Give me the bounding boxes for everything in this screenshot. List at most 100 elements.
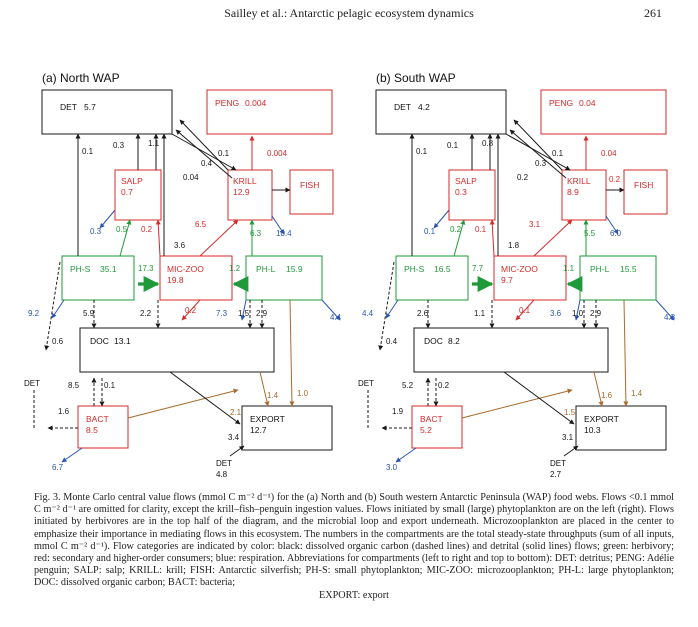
- flow-bact-export: 2.1: [127, 388, 242, 419]
- flow-doc-export-a: 1.6: [593, 371, 613, 407]
- flow-value: 3.6: [174, 241, 186, 250]
- flow-value: 0.1: [218, 149, 230, 158]
- flow-value: 4.4: [362, 309, 374, 318]
- caption-text: Fig. 3. Monte Carlo central value flows …: [34, 492, 674, 589]
- compartment-name: MIC-ZOO: [501, 264, 538, 274]
- compartment-peng: PENG 0.04: [540, 89, 667, 135]
- flow-value: 2.2: [140, 309, 152, 318]
- figure-caption: Fig. 3. Monte Carlo central value flows …: [34, 492, 674, 602]
- compartment-phl: PH-L 15.9: [245, 255, 323, 301]
- flow-value: 0.1: [416, 147, 428, 156]
- flow-value: 6.7: [52, 463, 64, 472]
- compartment-throughput: 13.1: [114, 336, 131, 346]
- flow-krill-fish: 0.2: [606, 175, 625, 193]
- flow-det-doc: 0.6: [44, 261, 64, 351]
- compartment-throughput: 5.7: [84, 102, 96, 112]
- flow-value: 0.8: [482, 139, 494, 148]
- flow-value: 6.3: [250, 229, 262, 238]
- flow-value: 0.1: [424, 227, 436, 236]
- flow-value: 1.4: [267, 391, 279, 400]
- flow-phs-det: 0.1: [409, 133, 428, 256]
- flow-value: 0.3: [535, 159, 547, 168]
- compartment-name: SALP: [455, 176, 477, 186]
- flow-value: 2.1: [230, 408, 242, 417]
- flow-phs-resp: 4.4: [362, 299, 399, 319]
- compartment-name: PH-S: [70, 264, 91, 274]
- flow-value: 0.1: [82, 147, 94, 156]
- flow-value: 6.5: [195, 220, 207, 229]
- compartment-name: BACT: [420, 414, 443, 424]
- flow-value: 3.1: [562, 433, 574, 442]
- panel-title: (b) South WAP: [376, 71, 456, 85]
- flow-det-doc: 0.4: [378, 261, 398, 351]
- compartment-name: FISH: [300, 180, 319, 190]
- flow-doc-export-b: 1.0: [289, 299, 309, 407]
- det-bottom-name: DET: [216, 459, 232, 468]
- compartment-throughput: 8.2: [448, 336, 460, 346]
- flow-value: 0.2: [450, 225, 462, 234]
- flow-bact-resp: 6.7: [52, 447, 83, 472]
- flow-salp-resp: 0.3: [90, 209, 116, 236]
- flow-miczoo-resp-b: 7.3: [216, 299, 247, 321]
- flow-miczoo-det: 1.8: [495, 133, 520, 256]
- flow-value: 0.04: [183, 173, 199, 182]
- flow-value: 0.3: [113, 141, 125, 150]
- flow-value: 0.5: [116, 225, 128, 234]
- panel-south-wap: (b) South WAP DET 4.2 PENG 0.04 SALP 0.3 KRILL8…: [358, 71, 676, 479]
- flow-value: 0.2: [609, 175, 621, 184]
- compartment-name: DET: [394, 102, 411, 112]
- flow-value: 6.0: [610, 229, 622, 238]
- flow-value: 7.7: [472, 264, 484, 273]
- flow-value: 5.2: [402, 381, 414, 390]
- flow-value: 0.004: [267, 149, 288, 158]
- compartment-name: PENG: [215, 98, 239, 108]
- det-bottom-value: 2.7: [550, 470, 562, 479]
- flow-det-export: 3.1: [503, 371, 575, 442]
- page-header: Sailley et al.: Antarctic pelagic ecosys…: [0, 0, 698, 24]
- flow-miczoo-resp-a: 0.2: [181, 299, 201, 321]
- flow-value: 2.9: [590, 309, 602, 318]
- compartment-name: EXPORT: [250, 414, 285, 424]
- flow-value: 0.4: [386, 337, 398, 346]
- flow-doc-export-a: 1.4: [259, 371, 279, 407]
- compartment-peng: PENG 0.004: [206, 89, 333, 135]
- compartment-throughput: 10.3: [584, 425, 601, 435]
- flow-krill-peng: 0.004: [249, 135, 288, 170]
- flow-value: 1.4: [631, 389, 643, 398]
- flow-krill-det-a: 0.1: [513, 119, 564, 171]
- flow-value: 1.5: [564, 408, 576, 417]
- compartment-throughput: 9.7: [501, 275, 513, 285]
- flow-miczoo-doc: 1.1: [474, 300, 495, 329]
- flow-miczoo-doc: 2.2: [140, 300, 161, 329]
- flow-krill-det-a: 0.1: [179, 119, 230, 171]
- flow-phl-doc-a: 1.5: [238, 300, 253, 329]
- flow-phs-salp: 0.2: [450, 219, 466, 257]
- flow-phl-krill: 6.3: [249, 219, 262, 256]
- flow-phs-doc: 2.6: [417, 300, 431, 329]
- compartment-name: PENG: [549, 98, 573, 108]
- flow-doc-export-b: 1.4: [623, 299, 643, 407]
- flow-value: 17.3: [138, 264, 154, 273]
- flow-miczoo-det: 3.6: [161, 133, 186, 256]
- flow-value: 1.0: [297, 389, 309, 398]
- flow-salp-det-b: 0.8: [482, 133, 494, 170]
- flow-phl-resp: 4.3: [655, 299, 676, 322]
- compartment-det: DET 4.2: [375, 89, 507, 135]
- flow-bact-doc-b: 0.1: [99, 378, 116, 407]
- compartment-throughput: 19.8: [167, 275, 184, 285]
- flow-value: 8.5: [68, 381, 80, 390]
- compartment-name: EXPORT: [584, 414, 619, 424]
- flow-value: 0.1: [475, 225, 487, 234]
- flow-value: 1.6: [601, 391, 613, 400]
- det-export-bottom: DET 2.7: [550, 445, 579, 479]
- compartment-name: DOC: [424, 336, 443, 346]
- flow-value: 5.5: [584, 229, 596, 238]
